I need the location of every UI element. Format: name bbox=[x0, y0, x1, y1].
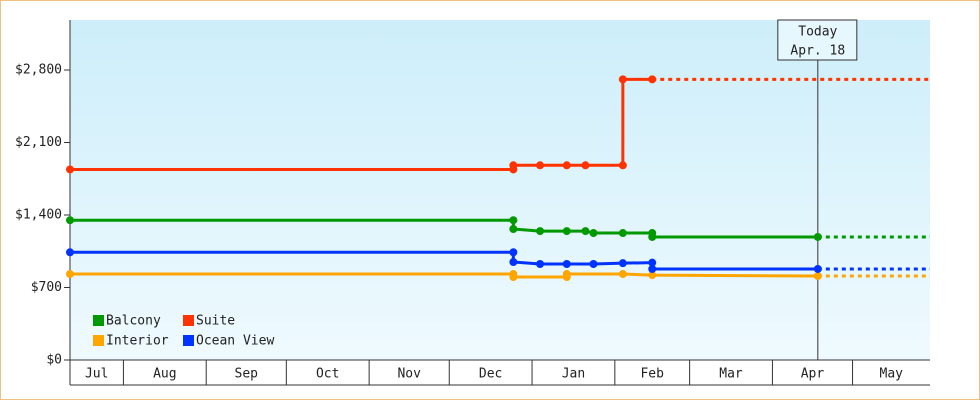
point bbox=[66, 248, 74, 257]
point bbox=[66, 216, 74, 225]
y-tick-label: $2,800 bbox=[15, 63, 62, 78]
point bbox=[509, 161, 518, 170]
legend-label: Interior bbox=[106, 334, 169, 349]
point bbox=[648, 264, 657, 273]
legend-swatch bbox=[183, 335, 194, 346]
point bbox=[648, 258, 657, 267]
point bbox=[509, 273, 518, 282]
y-tick-label: $1,400 bbox=[15, 208, 62, 223]
legend-swatch bbox=[93, 335, 104, 346]
y-tick-label: $2,100 bbox=[15, 135, 62, 150]
x-tick-label: Sep bbox=[235, 367, 259, 382]
point bbox=[509, 224, 518, 233]
point bbox=[536, 161, 545, 170]
point bbox=[618, 270, 627, 279]
point bbox=[581, 227, 590, 236]
point bbox=[66, 270, 74, 279]
point bbox=[509, 258, 518, 267]
point bbox=[536, 227, 545, 236]
point bbox=[618, 229, 627, 238]
point bbox=[562, 161, 571, 170]
point bbox=[562, 227, 571, 236]
point bbox=[648, 232, 657, 241]
x-tick-label: Mar bbox=[719, 367, 743, 382]
x-tick-label: Jan bbox=[562, 367, 585, 382]
x-tick-label: May bbox=[880, 367, 904, 382]
point bbox=[618, 161, 627, 170]
point bbox=[618, 75, 627, 84]
point bbox=[813, 264, 822, 273]
point bbox=[618, 259, 627, 268]
point bbox=[589, 229, 598, 238]
legend-swatch bbox=[93, 315, 104, 326]
point bbox=[536, 259, 545, 268]
point bbox=[813, 232, 822, 241]
legend-label: Balcony bbox=[106, 314, 161, 329]
x-tick-label: Oct bbox=[316, 367, 339, 382]
point bbox=[509, 248, 518, 257]
point bbox=[589, 259, 598, 268]
point bbox=[509, 216, 518, 225]
y-tick-label: $0 bbox=[46, 353, 62, 368]
point bbox=[562, 270, 571, 279]
x-tick-label: Aug bbox=[153, 367, 176, 382]
today-box bbox=[777, 19, 858, 61]
x-tick-label: Apr bbox=[801, 367, 825, 382]
point bbox=[581, 161, 590, 170]
today-label: Today bbox=[798, 25, 837, 40]
point bbox=[648, 271, 657, 280]
x-tick-label: Feb bbox=[640, 367, 664, 382]
y-tick-label: $700 bbox=[31, 280, 62, 295]
today-date: Apr. 18 bbox=[790, 44, 845, 59]
x-tick-label: Nov bbox=[397, 367, 421, 382]
point bbox=[66, 165, 74, 174]
legend-swatch bbox=[183, 315, 194, 326]
legend-label: Ocean View bbox=[196, 334, 274, 349]
point bbox=[562, 259, 571, 268]
point bbox=[648, 75, 657, 84]
plot-area bbox=[70, 20, 930, 360]
point bbox=[813, 272, 822, 281]
x-tick-label: Jul bbox=[85, 367, 108, 382]
x-tick-label: Dec bbox=[479, 367, 502, 382]
legend-label: Suite bbox=[196, 314, 235, 329]
